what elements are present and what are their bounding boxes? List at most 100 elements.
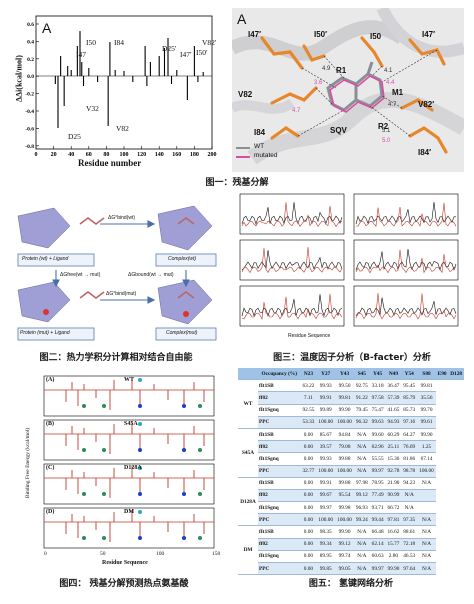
value-cell: 39.57 — [316, 440, 336, 454]
y-tick-label: 0.4 — [27, 39, 34, 45]
fig5-caption: 图五： 氢键网络分析 — [308, 579, 394, 589]
value-cell: 100.00 — [335, 513, 354, 527]
distance-label: 4.7 — [292, 108, 301, 114]
value-cell: N/A — [417, 538, 436, 551]
value-cell: 98.78 — [401, 465, 418, 478]
structure-residue-label: SQV — [330, 126, 347, 135]
x-tick-label: 60 — [86, 152, 92, 158]
value-cell: 85.79 — [401, 391, 418, 405]
table-row: D128A fIt1SB 0.00 99.91 99.88 97.98 78.95 21.90… — [238, 477, 464, 527]
value-cell: 72.18 — [401, 538, 418, 551]
decomp-plot — [43, 419, 215, 461]
value-cell: 95.54 — [335, 489, 354, 503]
value-cell: 90.99 — [385, 489, 402, 503]
x-tick-label: 120 — [137, 152, 146, 158]
table-header-cell: Occupancy (%) — [257, 368, 301, 381]
y-tick-label: 0.0 — [27, 74, 34, 80]
value-cell: 97.64 — [401, 562, 418, 576]
value-cell: 96.32 — [353, 416, 370, 429]
hotspot-marker — [138, 422, 142, 426]
hotspot-marker — [102, 536, 106, 540]
mutant-series-line — [355, 293, 457, 320]
residue-label: V82 — [116, 124, 129, 133]
value-cell: N/A — [353, 452, 370, 466]
value-cell: N/A — [417, 550, 436, 564]
value-cell: 99.05 — [335, 562, 354, 576]
hotspot-marker — [182, 492, 186, 496]
value-cell: N/A — [353, 538, 370, 551]
wt-series-line — [241, 294, 343, 317]
group-label: DM — [238, 525, 258, 576]
arrow-label-right: ΔGbound(wt → mut) — [128, 272, 174, 278]
residue-label: I50 — [86, 38, 96, 47]
fig3-bfactor-grid — [239, 193, 459, 327]
value-cell: 0.00 — [300, 513, 317, 527]
structure-residue-label: I47′ — [422, 30, 436, 39]
decomp-plot — [43, 463, 215, 505]
value-cell: 94.23 — [401, 477, 418, 490]
value-cell: 53.33 — [300, 416, 317, 429]
plot-frame — [239, 193, 345, 235]
fig1-chart: 0 20 40 60 80 100 120 140 160 180 200 0.6 0.4 0.2 0.0 -… — [25, 15, 217, 158]
value-cell: 99.90 — [335, 525, 354, 539]
y-tick-label: -0.8 — [25, 144, 34, 150]
method-cell: fIt1Sgnq — [257, 501, 301, 515]
residue-label: V32 — [86, 104, 99, 113]
hotspot-marker — [138, 466, 142, 470]
bfactor-plot — [353, 193, 459, 235]
mutant-series-line — [355, 249, 457, 274]
fig4-panel-letter: (A) — [46, 377, 55, 383]
value-cell: 99.81 — [417, 379, 436, 393]
value-cell: 99.91 — [316, 391, 336, 405]
table-row: ff02 0.00 99.34 99.12 N/A 62.14 15.77 72.18 N/A — [238, 538, 464, 551]
y-tick-label: -0.2 — [25, 92, 34, 98]
value-cell: 21.90 — [385, 477, 402, 490]
fig4-x-tick-label: 0 — [44, 551, 47, 557]
value-cell: 46.53 — [401, 550, 418, 564]
value-cell: 99.88 — [335, 452, 354, 466]
table-row: fIt1Sgnq 0.00 99.93 99.88 N/A 55.55 15.36 81.86… — [238, 452, 464, 466]
wt-series-line — [355, 201, 456, 225]
hotspot-marker — [102, 404, 106, 408]
value-cell: 99.90 — [385, 562, 402, 576]
fig1-caption: 图一：残基分解 — [205, 178, 269, 188]
table-row: fIt1Sgnq 0.00 99.97 99.98 96.93 93.71 66.72 N/A — [238, 501, 464, 515]
value-cell: 64.27 — [401, 428, 418, 442]
value-cell: N/A — [353, 525, 370, 539]
table-header-cell: Y27 — [316, 368, 336, 381]
hotspot-marker — [138, 492, 142, 496]
legend-mutated-label: mutated — [254, 152, 278, 159]
value-cell: 62.14 — [369, 538, 386, 551]
hotspot-marker — [182, 536, 186, 540]
value-cell: N/A — [417, 513, 436, 527]
box-complex-mut: Complex(mut) — [166, 330, 198, 336]
hotspot-marker — [198, 448, 202, 452]
fig4-panel-letter: (D) — [46, 509, 55, 515]
fig2-panel: Protein (wt) + Ligand Complex(wt) Protei… — [8, 196, 224, 344]
value-cell: 55.55 — [369, 452, 386, 466]
structure-residue-label: I50 — [370, 32, 382, 41]
value-cell: 97.81 — [385, 513, 402, 527]
structure-residue-label: V82′ — [418, 100, 435, 109]
structure-residue-label: I47′ — [248, 30, 262, 39]
bfactor-plot — [239, 239, 345, 281]
method-cell: fIt1SB — [257, 525, 301, 539]
bfactor-plot — [353, 285, 459, 327]
method-cell: ff02 — [257, 440, 301, 454]
x-tick-label: 160 — [172, 152, 181, 158]
fig2-cycle — [17, 205, 217, 341]
value-cell: 99.24 — [353, 513, 370, 527]
value-cell: 99.67 — [316, 489, 336, 503]
table-row: ff02 7.11 99.91 99.81 91.22 97.58 57.39 85.79 35… — [238, 391, 464, 405]
hotspot-marker — [82, 536, 86, 540]
method-cell: ff02 — [257, 538, 301, 551]
residue-label: V82′ — [202, 38, 217, 47]
plot-frame — [239, 239, 345, 281]
fig4-caption: 图四： 残基分解预测热点氨基酸 — [59, 579, 189, 589]
value-cell: 95.45 — [401, 379, 418, 393]
value-cell: 36.47 — [385, 379, 402, 393]
arrow-label-top: ΔG°bind(wt) — [108, 215, 136, 221]
hotspot-marker — [102, 492, 106, 496]
fig3-xlabel: Residue Sequence — [288, 333, 331, 339]
value-cell: 99.88 — [335, 477, 354, 490]
